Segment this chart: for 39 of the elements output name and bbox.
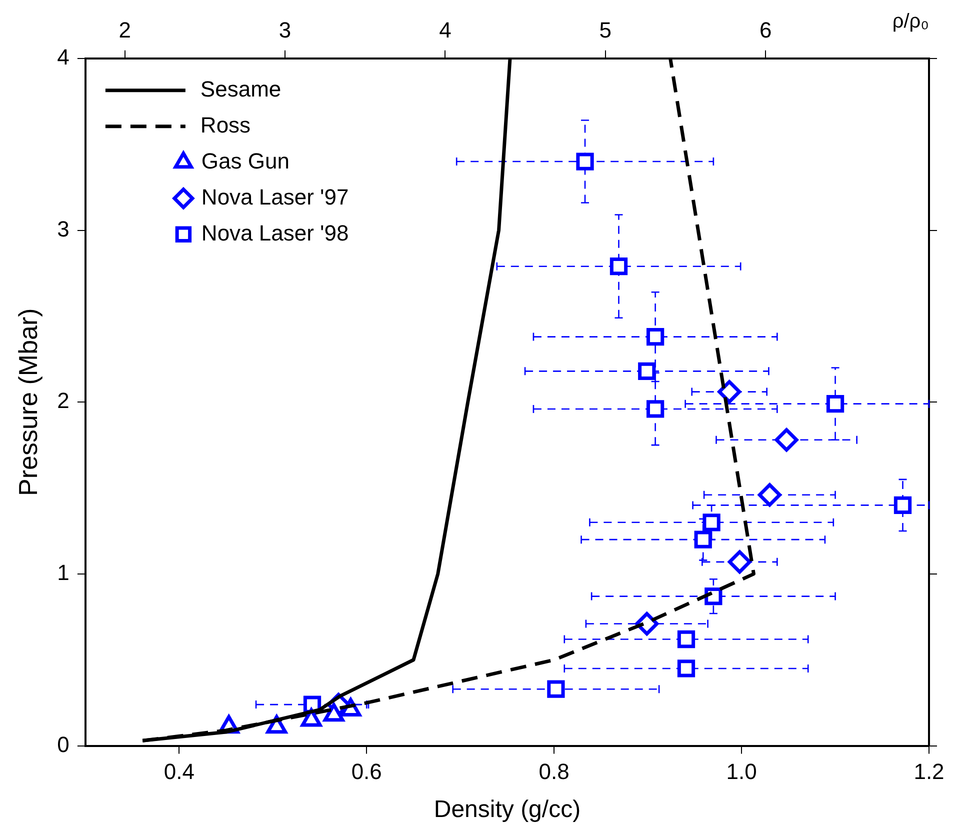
point: [728, 550, 752, 574]
legend-label: Sesame: [200, 76, 282, 102]
point: [826, 395, 844, 413]
point: [758, 483, 782, 507]
y-tick-label: 3: [57, 216, 70, 242]
y-tick-label: 0: [57, 732, 70, 757]
x-tick-label: 1.2: [914, 759, 944, 784]
legend-label: Nova Laser '98: [201, 220, 349, 246]
point: [677, 660, 696, 678]
point: [638, 362, 656, 380]
point: [646, 400, 664, 418]
y-axis-title: Pressure (Mbar): [12, 308, 43, 496]
legend-label: Ross: [200, 112, 251, 138]
y-tick-label: 2: [57, 388, 70, 414]
x-tick-label: 0.6: [351, 759, 382, 784]
point: [646, 328, 664, 346]
y-tick-label: 1: [57, 560, 70, 586]
point: [702, 514, 720, 532]
point: [610, 258, 628, 276]
point: [694, 530, 712, 548]
x-axis-title: Density (g/cc): [434, 796, 581, 824]
x-tick-label: 0.4: [164, 759, 194, 784]
point: [718, 380, 742, 404]
x-tick-label: 0.8: [538, 759, 570, 784]
x2-tick-label: 2: [118, 17, 131, 42]
y-tick-label: 4: [57, 44, 70, 70]
x-tick-label: 1.0: [726, 759, 757, 784]
point: [547, 680, 565, 698]
x2-tick-label: 5: [599, 17, 612, 42]
point: [894, 496, 912, 514]
point: [576, 152, 594, 170]
x2-tick-label: 4: [439, 17, 452, 42]
point: [774, 428, 798, 452]
x2-tick-label: 3: [278, 17, 292, 42]
x2-axis-title: ρ/ρ₀: [892, 10, 929, 33]
legend-label: Nova Laser '97: [201, 184, 349, 210]
legend-label: Gas Gun: [201, 148, 290, 174]
x2-tick-label: 6: [759, 17, 772, 42]
point: [677, 630, 696, 648]
